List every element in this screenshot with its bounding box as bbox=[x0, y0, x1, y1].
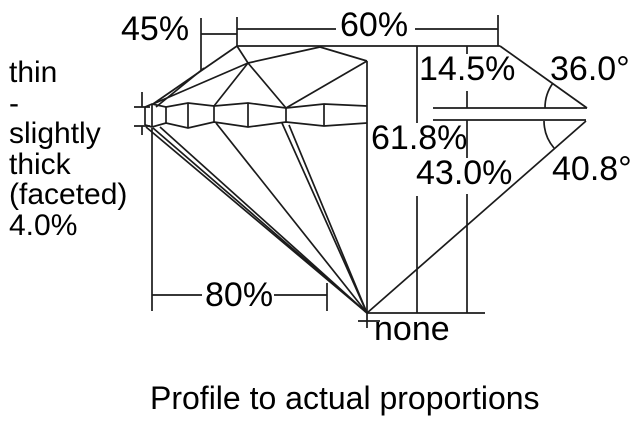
girdle-ticks bbox=[134, 92, 150, 135]
table-size-label: 60% bbox=[340, 6, 409, 44]
girdle-description-line: thin bbox=[9, 56, 58, 89]
culet-size-label: none bbox=[374, 310, 450, 348]
crown-height-label: 14.5% bbox=[419, 50, 516, 88]
girdle-description-line: (faceted) bbox=[9, 178, 128, 211]
pavilion-angle-label: 40.8° bbox=[552, 150, 632, 188]
crown-angle-label: 36.0° bbox=[550, 50, 630, 88]
crown-facet-lines bbox=[152, 45, 368, 109]
girdle-thickness-value: 4.0% bbox=[9, 208, 78, 242]
girdle-description-line: slightly bbox=[9, 117, 101, 150]
total-depth-label: 61.8% bbox=[371, 119, 468, 157]
pavilion-depth-label: 43.0% bbox=[416, 154, 513, 192]
culet-mark bbox=[358, 313, 380, 328]
girdle-description: thin - slightly thick (faceted) 4.0% bbox=[9, 56, 128, 242]
girdle-description-line: thick bbox=[9, 147, 71, 181]
girdle-description-line: - bbox=[9, 86, 19, 120]
angle-arcs bbox=[543, 82, 555, 149]
girdle-band bbox=[144, 102, 368, 129]
lower-girdle-label: 80% bbox=[205, 276, 274, 314]
dimension-lines bbox=[151, 15, 588, 314]
pavilion-facet-lines bbox=[145, 122, 368, 314]
star-length-label: 45% bbox=[121, 10, 190, 48]
diagram-caption: Profile to actual proportions bbox=[150, 380, 540, 416]
